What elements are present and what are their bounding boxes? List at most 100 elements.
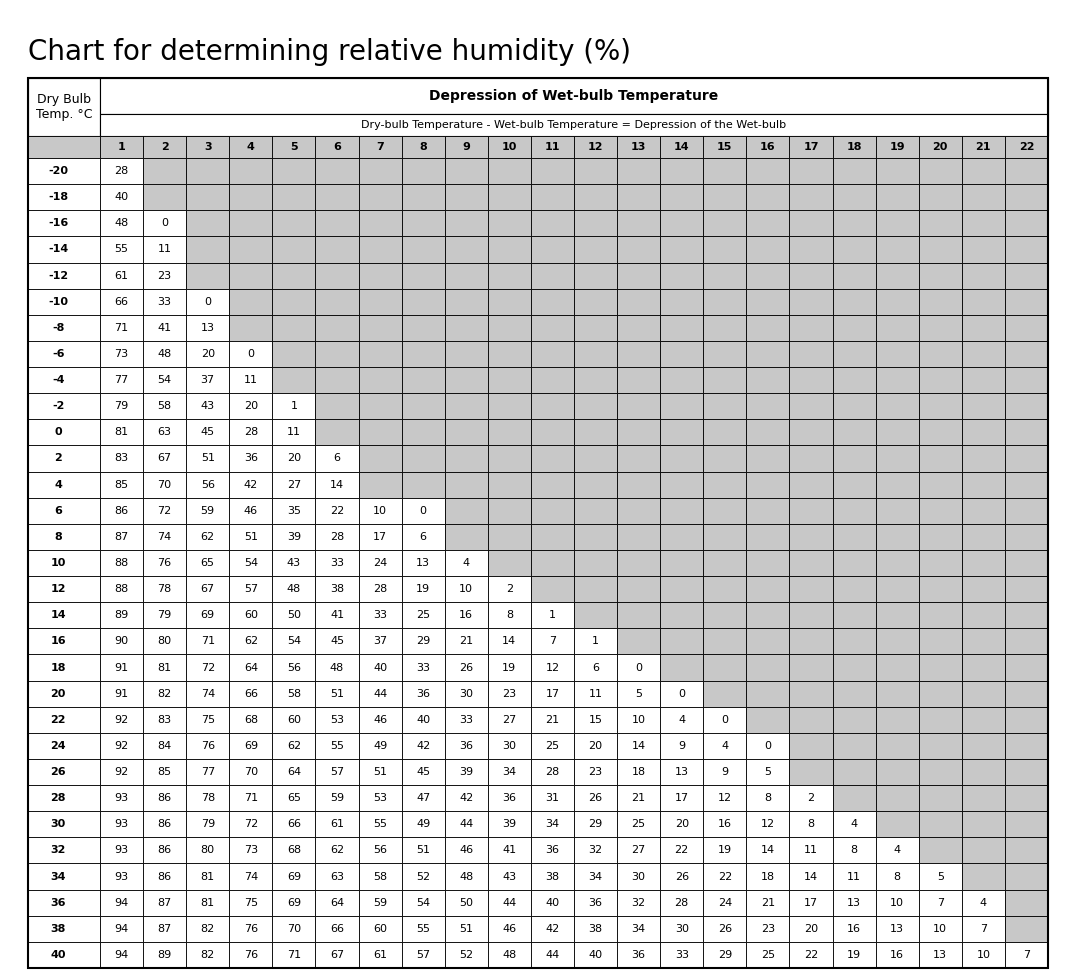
Bar [28, 315, 100, 341]
Bar [574, 158, 617, 184]
Text: 48: 48 [459, 871, 474, 882]
Bar [187, 890, 229, 915]
Text: 1: 1 [118, 142, 125, 152]
Bar [574, 368, 617, 393]
Text: 28: 28 [373, 584, 387, 594]
Text: 26: 26 [459, 662, 474, 672]
Bar [574, 419, 617, 446]
Bar [833, 759, 876, 785]
Text: Depression of Wet-bulb Temperature: Depression of Wet-bulb Temperature [430, 89, 718, 103]
Bar [272, 863, 315, 890]
Bar [100, 785, 143, 811]
Bar [315, 341, 358, 368]
Text: 7: 7 [549, 636, 556, 647]
Text: 4: 4 [55, 479, 62, 490]
Bar [187, 471, 229, 498]
Text: 79: 79 [200, 819, 214, 829]
Text: 30: 30 [631, 871, 645, 882]
Bar [100, 184, 143, 211]
Text: 81: 81 [158, 662, 172, 672]
Text: 93: 93 [115, 846, 129, 856]
Bar [100, 341, 143, 368]
Text: 80: 80 [200, 846, 214, 856]
Bar [833, 863, 876, 890]
Bar [1004, 811, 1048, 837]
Bar [445, 341, 488, 368]
Bar [660, 863, 703, 890]
Bar [617, 368, 660, 393]
Bar [574, 446, 617, 471]
Text: 76: 76 [158, 558, 172, 568]
Text: 19: 19 [847, 950, 861, 960]
Bar [833, 498, 876, 523]
Text: 6: 6 [592, 662, 599, 672]
Bar [789, 655, 833, 680]
Bar [488, 811, 531, 837]
Bar [100, 811, 143, 837]
Text: 0: 0 [679, 689, 685, 699]
Bar [187, 523, 229, 550]
Bar [187, 136, 229, 158]
Text: 14: 14 [674, 142, 689, 152]
Text: 28: 28 [243, 427, 258, 437]
Bar [833, 915, 876, 942]
Bar [962, 158, 1004, 184]
Bar [574, 707, 617, 733]
Text: 72: 72 [200, 662, 214, 672]
Bar [531, 890, 574, 915]
Bar [617, 655, 660, 680]
Text: 0: 0 [721, 714, 728, 725]
Bar [488, 628, 531, 655]
Text: 68: 68 [287, 846, 301, 856]
Bar [574, 315, 617, 341]
Bar [272, 289, 315, 315]
Text: 0: 0 [764, 741, 772, 751]
Text: 14: 14 [503, 636, 517, 647]
Text: 2: 2 [161, 142, 168, 152]
Text: 8: 8 [850, 846, 858, 856]
Bar [833, 576, 876, 602]
Bar [962, 733, 1004, 759]
Bar [703, 419, 746, 446]
Bar [143, 419, 187, 446]
Bar [617, 158, 660, 184]
Bar [272, 550, 315, 576]
Text: 91: 91 [115, 662, 129, 672]
Text: 38: 38 [546, 871, 560, 882]
Bar [876, 915, 919, 942]
Text: 41: 41 [158, 322, 172, 333]
Bar [28, 498, 100, 523]
Text: 42: 42 [243, 479, 258, 490]
Bar [143, 136, 187, 158]
Bar [789, 236, 833, 263]
Text: 34: 34 [546, 819, 560, 829]
Bar [402, 811, 445, 837]
Bar [789, 419, 833, 446]
Text: 62: 62 [243, 636, 258, 647]
Bar [703, 733, 746, 759]
Text: 94: 94 [115, 950, 129, 960]
Bar [876, 890, 919, 915]
Bar [488, 550, 531, 576]
Bar [833, 471, 876, 498]
Bar [660, 837, 703, 863]
Bar [402, 942, 445, 968]
Bar [229, 289, 272, 315]
Bar [703, 158, 746, 184]
Bar [919, 733, 962, 759]
Bar [531, 498, 574, 523]
Bar [833, 942, 876, 968]
Bar [28, 680, 100, 707]
Text: 10: 10 [373, 506, 387, 515]
Text: 28: 28 [674, 898, 689, 907]
Text: 23: 23 [158, 270, 172, 280]
Bar [703, 811, 746, 837]
Text: 20: 20 [287, 454, 301, 464]
Bar [531, 915, 574, 942]
Bar [100, 114, 1048, 136]
Bar [660, 471, 703, 498]
Text: 77: 77 [115, 375, 129, 385]
Bar [143, 942, 187, 968]
Bar [488, 368, 531, 393]
Bar [272, 263, 315, 289]
